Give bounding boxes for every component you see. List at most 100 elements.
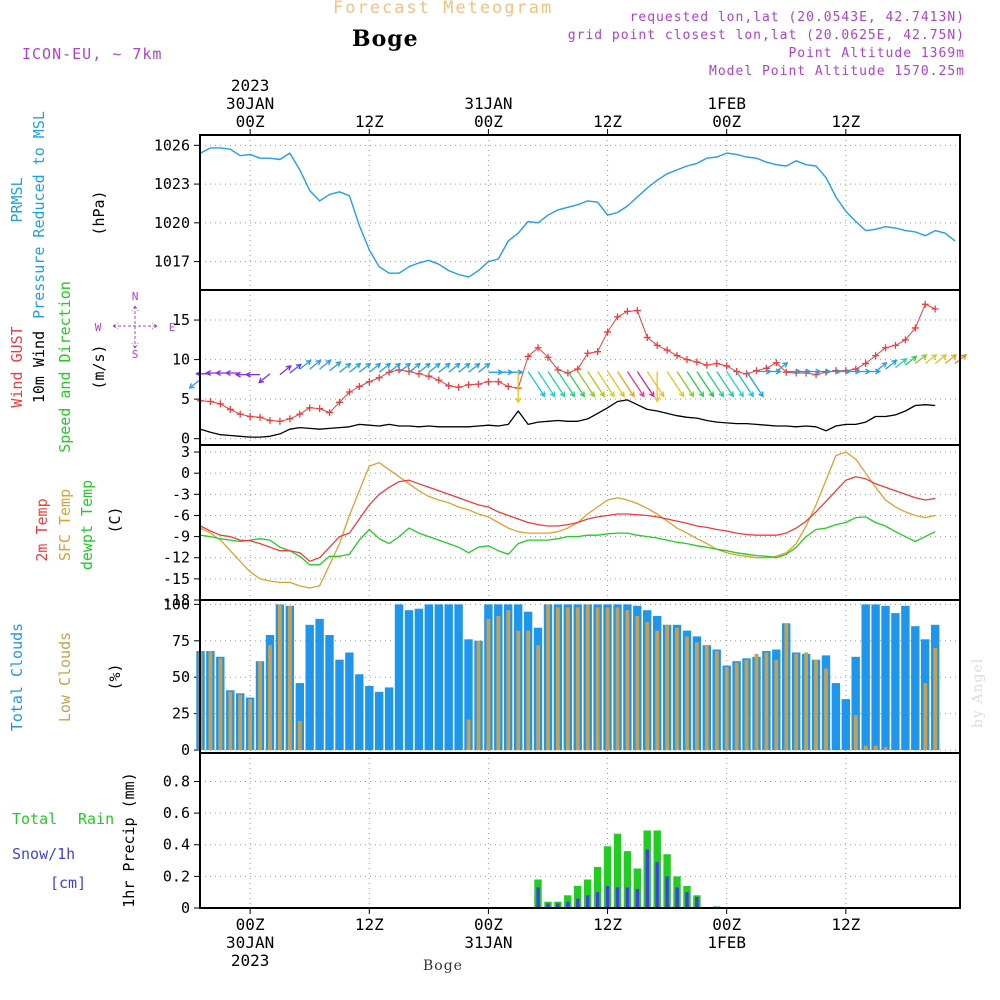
- gust-marker: [564, 369, 572, 377]
- gust-marker: [891, 341, 899, 349]
- gust-marker: [703, 361, 711, 369]
- x-tick-label-bottom: 12Z: [831, 915, 860, 934]
- y-tick-label: 10: [172, 351, 190, 369]
- model-label: ICON-EU, ~ 7km: [22, 45, 163, 63]
- wind-direction-arrow: [686, 371, 705, 398]
- temp-dewpt-label: dewpt Temp: [78, 480, 96, 570]
- low-cloud-bar: [268, 645, 272, 751]
- gust-marker: [246, 413, 254, 421]
- low-cloud-bar: [685, 636, 689, 751]
- rain-bar: [593, 866, 602, 908]
- x-tick-label-bottom: 30JAN: [226, 933, 274, 952]
- compass-w: W: [95, 321, 102, 334]
- x-tick-label-top: 12Z: [593, 112, 622, 131]
- low-cloud-bar: [675, 627, 679, 751]
- low-cloud-bar: [923, 683, 928, 751]
- gust-marker: [365, 378, 373, 386]
- gust-marker: [713, 360, 721, 368]
- panel-bg: [200, 445, 960, 600]
- gust-marker: [901, 336, 909, 344]
- snow-bar: [675, 887, 679, 908]
- wind-direction-arrow: [547, 371, 566, 398]
- low-cloud-bar: [615, 607, 620, 751]
- total-cloud-bar: [315, 618, 324, 750]
- gust-marker: [266, 416, 274, 424]
- snow-bar: [625, 887, 630, 908]
- gust-marker: [752, 367, 760, 375]
- low-cloud-bar: [288, 605, 292, 751]
- wind-direction-arrow: [515, 372, 522, 404]
- total-cloud-bar: [911, 626, 920, 751]
- wind-direction-arrow: [775, 361, 789, 373]
- wind-direction-arrow: [319, 359, 332, 370]
- y-tick-label: -15: [163, 570, 190, 588]
- station-title: Boge: [352, 26, 419, 52]
- total-cloud-bar: [831, 683, 841, 751]
- x-tick-label-bottom: 12Z: [355, 915, 384, 934]
- rain-bar: [623, 851, 632, 908]
- wind-direction-arrow: [914, 354, 928, 365]
- low-cloud-bar: [933, 648, 938, 751]
- low-cloud-bar: [853, 715, 858, 751]
- low-cloud-bar: [546, 604, 550, 751]
- wind-direction-arrow: [666, 371, 685, 398]
- y-tick-label: 0.6: [163, 804, 190, 822]
- gust-marker: [673, 352, 681, 360]
- gust-marker: [306, 404, 314, 412]
- gust-marker: [544, 353, 552, 361]
- y-tick-label: 1020: [154, 214, 190, 232]
- gust-marker: [256, 413, 264, 421]
- wind-direction-arrow: [557, 371, 576, 398]
- wind-direction-arrow: [378, 362, 392, 373]
- temp-2m-line: [200, 476, 936, 562]
- pressure-label-prmsl: PRMSL: [8, 177, 26, 222]
- snow-bar: [695, 896, 699, 908]
- wind-direction-arrow: [279, 365, 292, 376]
- low-cloud-bar: [605, 607, 610, 751]
- gust-marker: [693, 358, 701, 366]
- wind-direction-arrow: [587, 371, 605, 398]
- total-cloud-bar: [355, 674, 364, 751]
- x-tick-label-top: 00Z: [236, 112, 265, 131]
- precip-snow-label: Snow/1h: [12, 845, 75, 863]
- low-cloud-bar: [556, 607, 560, 751]
- y-tick-label: 0.4: [163, 836, 190, 854]
- snow-bar: [576, 898, 580, 908]
- y-tick-label: 0: [181, 741, 190, 759]
- gust-marker: [872, 352, 880, 360]
- x-tick-label-top: 31JAN: [464, 94, 512, 113]
- precip-snow-unit: [cm]: [50, 874, 86, 892]
- wind-direction-arrow: [875, 361, 888, 373]
- gust-marker: [862, 360, 870, 368]
- total-cloud-bar: [861, 604, 870, 751]
- gust-marker: [326, 409, 334, 417]
- snow-bar: [685, 892, 689, 908]
- y-tick-label: 0: [181, 430, 190, 448]
- low-cloud-bar: [258, 661, 262, 751]
- gust-marker: [633, 307, 641, 315]
- low-cloud-bar: [486, 618, 491, 750]
- total-cloud-bar: [394, 604, 404, 751]
- gust-marker: [594, 348, 602, 356]
- low-cloud-bar: [764, 652, 769, 751]
- total-cloud-bar: [375, 691, 384, 751]
- x-tick-label-top: 2023: [231, 76, 270, 95]
- x-tick-label-bottom: 00Z: [236, 915, 265, 934]
- rain-bar: [574, 885, 582, 908]
- total-cloud-bar: [384, 687, 394, 751]
- gust-marker: [782, 368, 790, 376]
- panel-bg: [200, 290, 960, 445]
- wind-direction-arrow: [616, 371, 635, 398]
- wind-direction-arrow: [428, 362, 441, 373]
- wind-direction-arrow: [646, 371, 665, 398]
- total-cloud-bar: [424, 604, 433, 751]
- wind-direction-arrow: [289, 363, 302, 374]
- total-cloud-bar: [295, 683, 304, 751]
- snow-bar: [665, 876, 669, 908]
- gust-marker: [623, 307, 631, 315]
- dewpt-temp-line: [200, 516, 936, 566]
- gust-marker: [316, 405, 324, 413]
- wind-speed-line: [200, 399, 936, 438]
- wind-direction-arrow: [745, 371, 764, 398]
- snow-bar: [655, 862, 659, 908]
